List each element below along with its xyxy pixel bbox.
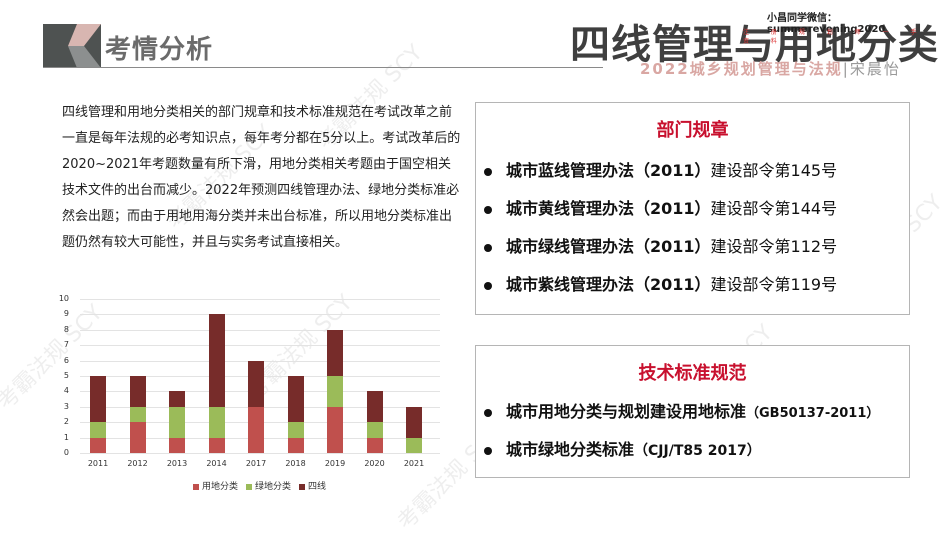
gridline bbox=[80, 314, 440, 316]
bar-segment bbox=[248, 360, 264, 407]
regulations-panel: 部门规章 城市蓝线管理办法（2011）建设部令第145号 城市黄线管理办法（20… bbox=[475, 102, 910, 315]
x-tick-label: 2019 bbox=[324, 459, 346, 468]
y-tick-label: 0 bbox=[63, 448, 69, 457]
author-name: 宋晨怡 bbox=[849, 60, 901, 78]
x-tick-label: 2017 bbox=[245, 459, 267, 468]
header-divider bbox=[43, 67, 603, 68]
chevron-logo-icon bbox=[43, 24, 101, 68]
x-tick-label: 2013 bbox=[166, 459, 188, 468]
subtitle-separator: | bbox=[842, 60, 850, 78]
x-tick-label: 2021 bbox=[403, 459, 425, 468]
chart-legend: 用地分类 绿地分类 四线 bbox=[185, 479, 326, 492]
standards-panel: 技术标准规范 城市用地分类与规划建设用地标准（GB50137-2011） 城市绿… bbox=[475, 345, 910, 478]
bar-segment bbox=[248, 406, 264, 453]
y-tick-label: 6 bbox=[63, 355, 69, 365]
bullet-icon bbox=[484, 167, 492, 176]
bullet-icon bbox=[484, 281, 492, 290]
standards-title: 技术标准规范 bbox=[638, 363, 747, 384]
bar-segment bbox=[208, 406, 225, 438]
bar-segment bbox=[406, 406, 422, 438]
intro-paragraph: 四线管理和用地分类相关的部门规章和技术标准规范在考试改革之前一直是每年法规的必考… bbox=[62, 105, 461, 250]
bar-segment bbox=[287, 376, 304, 423]
bar-segment bbox=[169, 437, 185, 453]
gridline bbox=[80, 299, 440, 300]
x-tick-label: 2020 bbox=[364, 459, 385, 468]
bar-segment bbox=[287, 437, 304, 453]
gridline bbox=[80, 453, 440, 454]
bar-segment bbox=[129, 422, 146, 453]
bullet-icon bbox=[484, 205, 492, 214]
legend-swatch-icon bbox=[299, 483, 306, 490]
regulation-item: 城市黄线管理办法（2011）建设部令第144号 bbox=[484, 195, 837, 219]
y-tick-label: 7 bbox=[63, 340, 69, 350]
bar-segment bbox=[366, 422, 383, 438]
y-tick-label: 3 bbox=[63, 401, 69, 411]
bar-segment bbox=[90, 437, 106, 453]
section-label: 考情分析 bbox=[105, 35, 214, 65]
bar-segment bbox=[169, 406, 185, 438]
course-subtitle: 2022城乡规划管理与法规|宋晨怡 bbox=[640, 58, 901, 79]
standard-item: 城市用地分类与规划建设用地标准（GB50137-2011） bbox=[484, 398, 879, 422]
page-title: 四线管理与用地分类 bbox=[570, 22, 939, 68]
bar-segment bbox=[327, 329, 343, 376]
bullet-icon bbox=[484, 408, 492, 417]
bar-segment bbox=[90, 376, 106, 423]
y-tick-label: 10 bbox=[58, 294, 69, 303]
regulation-item: 城市绿线管理办法（2011）建设部令第112号 bbox=[484, 233, 837, 257]
legend-label: 绿地分类 bbox=[255, 482, 292, 492]
bar-segment bbox=[129, 406, 146, 423]
wechat-contact: 小昌同学微信：summerevening2020 bbox=[767, 13, 886, 35]
bullet-icon bbox=[484, 243, 492, 252]
bar-segment bbox=[169, 391, 185, 407]
bar-segment bbox=[129, 376, 146, 407]
gridline bbox=[80, 329, 440, 331]
legend-swatch-icon bbox=[246, 483, 253, 490]
legend-swatch-icon bbox=[193, 483, 199, 490]
x-tick-label: 2014 bbox=[206, 459, 227, 468]
legend-label: 四线 bbox=[308, 482, 327, 492]
bar-segment bbox=[366, 437, 383, 453]
y-tick-label: 1 bbox=[63, 432, 69, 442]
y-tick-label: 5 bbox=[63, 371, 69, 380]
y-tick-label: 8 bbox=[63, 324, 69, 334]
bar-segment bbox=[327, 376, 343, 407]
regulation-item: 城市蓝线管理办法（2011）建设部令第145号 bbox=[484, 157, 837, 181]
x-tick-label: 2011 bbox=[87, 459, 109, 468]
bar-segment bbox=[406, 437, 422, 453]
regulations-title: 部门规章 bbox=[656, 120, 729, 141]
course-name: 2022城乡规划管理与法规 bbox=[640, 60, 843, 78]
bar-segment bbox=[208, 437, 225, 453]
y-tick-label: 9 bbox=[63, 309, 69, 319]
x-tick-label: 2018 bbox=[285, 459, 306, 468]
stacked-bar-chart: 0 1 2 3 4 5 6 7 8 9 10 2011 2012 2013 2014 2017 2018 2019… bbox=[55, 290, 445, 500]
bar-segment bbox=[90, 422, 106, 438]
y-tick-label: 2 bbox=[63, 417, 69, 427]
gridline bbox=[80, 345, 440, 347]
legend-label: 用地分类 bbox=[202, 482, 239, 492]
bar-segment bbox=[208, 314, 225, 407]
tagline: 注 册 规 划 师 一 手 资 料 bbox=[743, 29, 927, 45]
bar-segment bbox=[327, 406, 343, 453]
bullet-icon bbox=[484, 446, 492, 455]
bar-segment bbox=[287, 422, 304, 438]
y-tick-label: 4 bbox=[63, 386, 69, 396]
regulation-item: 城市紫线管理办法（2011）建设部令第119号 bbox=[484, 271, 837, 295]
standard-item: 城市绿地分类标准（CJJ/T85 2017） bbox=[484, 436, 761, 460]
x-tick-label: 2012 bbox=[127, 459, 148, 468]
bar-segment bbox=[366, 391, 383, 423]
